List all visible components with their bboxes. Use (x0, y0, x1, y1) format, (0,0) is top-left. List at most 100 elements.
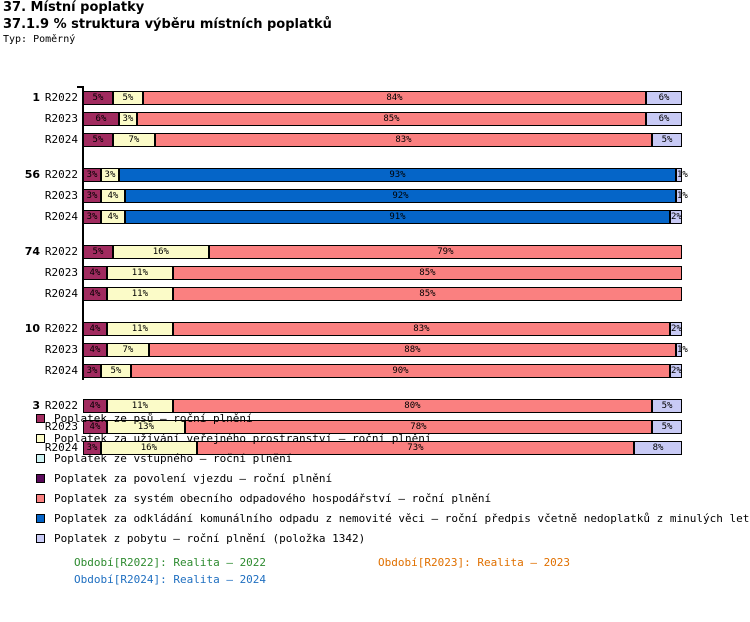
footer-period-note: Období[R2024]: Realita – 2024 (74, 573, 267, 586)
legend-item[interactable]: Poplatek ze psů – roční plnění (36, 408, 736, 428)
bar-segment-waste_system[interactable]: 88% (148, 343, 676, 357)
bar-segment-public_space[interactable]: 3% (118, 112, 137, 126)
bar-segment-dogs[interactable]: 6% (83, 112, 119, 126)
bar-segment-public_space[interactable]: 5% (100, 364, 131, 378)
bar-segment-dogs[interactable]: 3% (83, 210, 101, 224)
stacked-bar[interactable]: 6% 3% 85% 6% (83, 112, 682, 126)
legend-label: Poplatek za systém obecního odpadového h… (54, 491, 492, 505)
stacked-bar[interactable]: 5% 16% 79% (83, 245, 682, 259)
bar-segment-public_space[interactable]: 16% (100, 441, 197, 455)
group-label: 56 (24, 168, 40, 181)
legend-item[interactable]: Poplatek za povolení vjezdu – roční plně… (36, 468, 736, 488)
bar-segment-dogs[interactable]: 5% (83, 91, 113, 105)
stacked-bar[interactable]: 4% 11% 85% (83, 266, 682, 280)
legend-item[interactable]: Poplatek z pobytu – roční plnění (položk… (36, 528, 736, 548)
bar-segment-public_space[interactable]: 4% (100, 210, 125, 224)
legend-item[interactable]: Poplatek ze vstupného – roční plnění (36, 448, 736, 468)
footer-line: Období[R2022]: Realita – 2022 Období[R202… (74, 556, 734, 573)
bar-segment-stay[interactable]: 5% (652, 133, 682, 147)
bar-segment-dogs[interactable]: 3% (83, 168, 101, 182)
bar-segment-stay[interactable]: 6% (646, 112, 682, 126)
bar-segment-waste_system[interactable]: 85% (172, 287, 682, 301)
bar-segment-stay[interactable]: 6% (646, 91, 682, 105)
stacked-bar[interactable]: 3% 4% 92% 1% (83, 189, 688, 203)
bar-segment-waste_system[interactable]: 80% (172, 399, 653, 413)
stacked-bar[interactable]: 5% 7% 83% 5% (83, 133, 682, 147)
bar-segment-dogs[interactable]: 4% (83, 266, 107, 280)
bar-segment-waste_system[interactable]: 83% (172, 322, 670, 336)
chart-row: R2024 5% 7% 83% 5% (0, 133, 750, 147)
bar-segment-waste_system[interactable]: 85% (136, 112, 647, 126)
bar-segment-public_space[interactable]: 16% (112, 245, 209, 259)
bar-segment-stay[interactable]: 1% (676, 189, 688, 203)
stacked-bar[interactable]: 3% 4% 91% 2% (83, 210, 682, 224)
chart-row: R2022 4% 11% 80% 5% (0, 399, 750, 413)
bar-segment-public_space[interactable]: 4% (100, 189, 125, 203)
group-label: 10 (24, 322, 40, 335)
bar-segment-public_space[interactable]: 5% (112, 91, 143, 105)
stacked-bar[interactable]: 3% 3% 93% 1% (83, 168, 688, 182)
bar-segment-public_space[interactable]: 7% (106, 343, 149, 357)
bar-segment-public_space[interactable]: 11% (106, 287, 173, 301)
bar-segment-waste_disposal[interactable]: 93% (118, 168, 676, 182)
bar-segment-dogs[interactable]: 4% (83, 420, 107, 434)
stacked-bar[interactable]: 4% 7% 88% 1% (83, 343, 688, 357)
legend-label: Poplatek ze vstupného – roční plnění (54, 451, 293, 465)
bar-segment-public_space[interactable]: 11% (106, 266, 173, 280)
bar-segment-stay[interactable]: 1% (676, 343, 688, 357)
bar-segment-waste_system[interactable]: 84% (142, 91, 647, 105)
row-period-label: R2023 (44, 420, 78, 433)
footer-line: Období[R2024]: Realita – 2024 (74, 573, 734, 590)
bar-segment-waste_disposal[interactable]: 91% (124, 210, 670, 224)
bar-segment-waste_system[interactable]: 90% (130, 364, 670, 378)
bar-segment-dogs[interactable]: 4% (83, 399, 107, 413)
bar-segment-waste_disposal[interactable]: 92% (124, 189, 676, 203)
bar-segment-waste_system[interactable]: 78% (184, 420, 653, 434)
legend-item[interactable]: Poplatek za užívání veřejného prostranst… (36, 428, 736, 448)
stacked-bar[interactable]: 3% 5% 90% 2% (83, 364, 682, 378)
bar-segment-dogs[interactable]: 3% (83, 441, 101, 455)
legend-item[interactable]: Poplatek za odkládání komunálního odpadu… (36, 508, 749, 528)
chart-row: R2023 4% 7% 88% 1% (0, 343, 750, 357)
bar-segment-public_space[interactable]: 7% (112, 133, 155, 147)
bar-segment-dogs[interactable]: 5% (83, 245, 113, 259)
stacked-bar[interactable]: 4% 11% 80% 5% (83, 399, 682, 413)
row-period-label: R2022 (44, 168, 78, 181)
stacked-bar[interactable]: 4% 11% 83% 2% (83, 322, 682, 336)
stacked-bar[interactable]: 3% 16% 73% 8% (83, 441, 682, 455)
y-axis-line (82, 86, 84, 380)
group-label: 1 (32, 91, 40, 104)
bar-segment-dogs[interactable]: 5% (83, 133, 113, 147)
bar-segment-dogs[interactable]: 3% (83, 364, 101, 378)
row-period-label: R2024 (44, 210, 78, 223)
bar-segment-dogs[interactable]: 4% (83, 322, 107, 336)
bar-segment-public_space[interactable]: 11% (106, 399, 173, 413)
bar-segment-waste_system[interactable]: 79% (208, 245, 682, 259)
row-period-label: R2022 (44, 399, 78, 412)
stacked-bar[interactable]: 4% 13% 78% 5% (83, 420, 682, 434)
legend-label: Poplatek z pobytu – roční plnění (položk… (54, 531, 366, 545)
bar-segment-waste_system[interactable]: 85% (172, 266, 682, 280)
bar-segment-waste_system[interactable]: 73% (196, 441, 635, 455)
chart-row: R2023 4% 13% 78% 5% (0, 420, 750, 434)
bar-segment-stay[interactable]: 5% (652, 420, 682, 434)
legend-label: Poplatek za povolení vjezdu – roční plně… (54, 471, 333, 485)
bar-segment-public_space[interactable]: 3% (100, 168, 119, 182)
chart-row: R2024 3% 4% 91% 2% (0, 210, 750, 224)
bar-segment-waste_system[interactable]: 83% (154, 133, 653, 147)
legend-item[interactable]: Poplatek za systém obecního odpadového h… (36, 488, 736, 508)
stacked-bar[interactable]: 4% 11% 85% (83, 287, 682, 301)
bar-segment-stay[interactable]: 2% (670, 210, 682, 224)
stacked-bar[interactable]: 5% 5% 84% 6% (83, 91, 682, 105)
chart-legend: Poplatek ze psů – roční plnění Poplatek z… (36, 408, 749, 548)
bar-segment-stay[interactable]: 1% (676, 168, 688, 182)
bar-segment-public_space[interactable]: 11% (106, 322, 173, 336)
bar-segment-public_space[interactable]: 13% (106, 420, 185, 434)
bar-segment-dogs[interactable]: 4% (83, 343, 107, 357)
bar-segment-stay[interactable]: 8% (634, 441, 682, 455)
bar-segment-dogs[interactable]: 3% (83, 189, 101, 203)
bar-segment-dogs[interactable]: 4% (83, 287, 107, 301)
bar-segment-stay[interactable]: 5% (652, 399, 682, 413)
bar-segment-stay[interactable]: 2% (670, 322, 682, 336)
bar-segment-stay[interactable]: 2% (670, 364, 682, 378)
